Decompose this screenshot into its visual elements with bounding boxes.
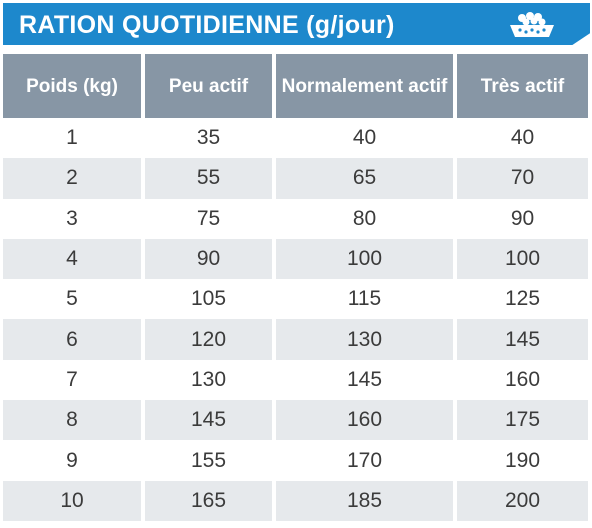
cell-high-activity: 70: [457, 158, 588, 199]
cell-high-activity: 175: [457, 400, 588, 441]
column-header-normal-activity: Normalement actif: [276, 54, 453, 118]
table-row: 1 35 40 40: [3, 118, 588, 159]
cell-normal-activity: 170: [276, 440, 453, 481]
title-banner: RATION QUOTIDIENNE (g/jour): [3, 3, 590, 45]
cell-high-activity: 90: [457, 198, 588, 239]
cell-high-activity: 160: [457, 359, 588, 401]
cell-low-activity: 105: [145, 279, 272, 320]
cell-low-activity: 130: [145, 359, 272, 401]
ration-table-container: Poids (kg) Peu actif Normalement actif T…: [3, 54, 588, 526]
cell-normal-activity: 40: [276, 118, 453, 159]
cell-high-activity: 190: [457, 440, 588, 481]
cell-low-activity: 90: [145, 238, 272, 280]
cell-weight: 6: [3, 319, 141, 360]
cell-normal-activity: 65: [276, 158, 453, 199]
cell-low-activity: 155: [145, 440, 272, 481]
table-row: 3 75 80 90: [3, 198, 588, 239]
cell-high-activity: 125: [457, 279, 588, 320]
table-row: 9 155 170 190: [3, 440, 588, 481]
table-row: 2 55 65 70: [3, 158, 588, 199]
table-row: 10 165 185 200: [3, 480, 588, 521]
cell-weight: 2: [3, 158, 141, 199]
column-header-low-activity: Peu actif: [145, 54, 272, 118]
cell-normal-activity: 130: [276, 319, 453, 360]
table-row: 6 120 130 145: [3, 319, 588, 360]
page-title: RATION QUOTIDIENNE (g/jour): [19, 11, 395, 39]
table-row: 5 105 115 125: [3, 279, 588, 320]
food-bowl-icon: [510, 12, 554, 37]
cell-weight: 3: [3, 198, 141, 239]
cell-low-activity: 145: [145, 400, 272, 441]
cell-low-activity: 75: [145, 198, 272, 239]
cell-normal-activity: 145: [276, 359, 453, 401]
cell-weight: 1: [3, 118, 141, 159]
cell-weight: 8: [3, 400, 141, 441]
table-row: 4 90 100 100: [3, 238, 588, 280]
cell-low-activity: 120: [145, 319, 272, 360]
cell-low-activity: 35: [145, 118, 272, 159]
cell-low-activity: 55: [145, 158, 272, 199]
cell-normal-activity: 160: [276, 400, 453, 441]
cell-normal-activity: 100: [276, 238, 453, 280]
cell-high-activity: 100: [457, 238, 588, 280]
cell-high-activity: 200: [457, 480, 588, 521]
cell-weight: 5: [3, 279, 141, 320]
table-header-row: Poids (kg) Peu actif Normalement actif T…: [3, 54, 588, 118]
table-row: 7 130 145 160: [3, 359, 588, 401]
cell-normal-activity: 185: [276, 480, 453, 521]
cell-normal-activity: 115: [276, 279, 453, 320]
cell-weight: 7: [3, 359, 141, 401]
table-row: 8 145 160 175: [3, 400, 588, 441]
cell-weight: 9: [3, 440, 141, 481]
cell-weight: 10: [3, 480, 141, 521]
cell-low-activity: 165: [145, 480, 272, 521]
column-header-high-activity: Très actif: [457, 54, 588, 118]
column-header-weight: Poids (kg): [3, 54, 141, 118]
cell-weight: 4: [3, 238, 141, 280]
cell-high-activity: 40: [457, 118, 588, 159]
cell-normal-activity: 80: [276, 198, 453, 239]
cell-high-activity: 145: [457, 319, 588, 360]
ration-table: Poids (kg) Peu actif Normalement actif T…: [0, 54, 592, 521]
